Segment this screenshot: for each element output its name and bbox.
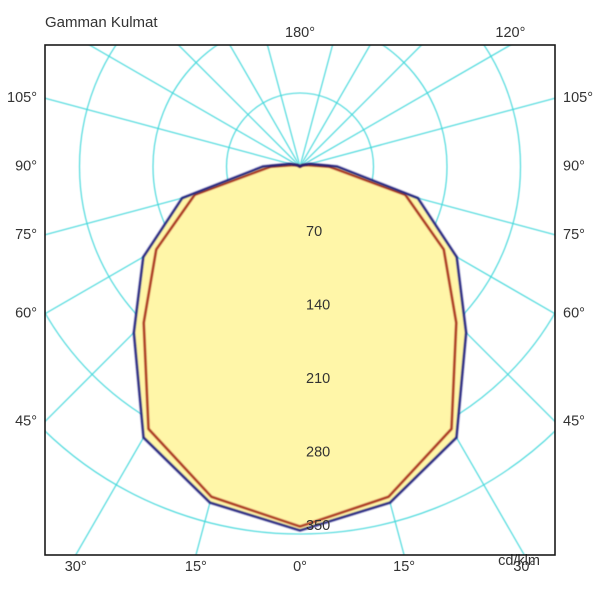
svg-text:Gamman Kulmat: Gamman Kulmat (45, 14, 158, 31)
svg-text:60°: 60° (563, 306, 585, 322)
svg-text:0°: 0° (293, 559, 307, 575)
svg-text:280: 280 (306, 445, 330, 461)
svg-text:120°: 120° (495, 25, 525, 41)
svg-text:105°: 105° (7, 90, 37, 106)
svg-text:75°: 75° (563, 227, 585, 243)
svg-text:60°: 60° (15, 306, 37, 322)
svg-text:140: 140 (306, 298, 330, 314)
svg-text:210: 210 (306, 371, 330, 387)
svg-text:30°: 30° (65, 559, 87, 575)
svg-text:15°: 15° (185, 559, 207, 575)
svg-text:75°: 75° (15, 227, 37, 243)
svg-text:45°: 45° (15, 414, 37, 430)
svg-text:90°: 90° (15, 159, 37, 175)
svg-text:105°: 105° (563, 90, 593, 106)
svg-text:350: 350 (306, 518, 330, 534)
svg-text:180°: 180° (285, 25, 315, 41)
svg-text:45°: 45° (563, 414, 585, 430)
svg-text:70: 70 (306, 224, 322, 240)
svg-text:15°: 15° (393, 559, 415, 575)
svg-text:90°: 90° (563, 159, 585, 175)
